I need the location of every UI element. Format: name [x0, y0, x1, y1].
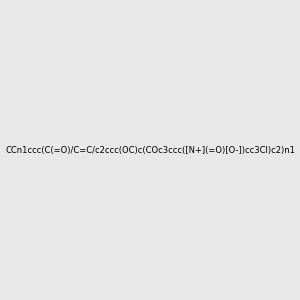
Text: CCn1ccc(C(=O)/C=C/c2ccc(OC)c(COc3ccc([N+](=O)[O-])cc3Cl)c2)n1: CCn1ccc(C(=O)/C=C/c2ccc(OC)c(COc3ccc([N+…	[5, 146, 295, 154]
